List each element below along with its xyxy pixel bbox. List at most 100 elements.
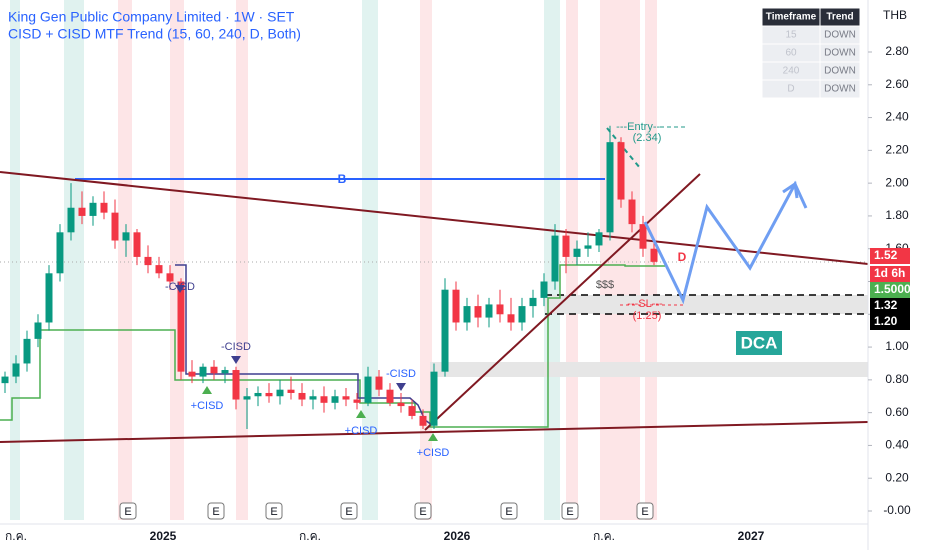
candle-body [144, 256, 152, 266]
candle-body [617, 142, 625, 200]
candle-body [78, 207, 86, 216]
price-tag [870, 266, 910, 282]
candle-body [452, 289, 460, 323]
candle-body [155, 265, 163, 274]
candle-body [320, 396, 328, 403]
x-tick-label: ก.ค. [5, 529, 27, 543]
candle-body [1, 376, 9, 384]
price-tag-label: 1.50000 [874, 282, 918, 296]
earnings-box [500, 502, 518, 520]
earnings-box [636, 502, 654, 520]
candle-body [188, 371, 196, 377]
candles [1, 125, 658, 430]
cisd-label: -CISD [165, 281, 195, 293]
trend-line [424, 173, 701, 431]
y-tick-label: 0.60 [885, 405, 909, 419]
cisd-label: -CISD [386, 368, 416, 380]
dca-box [736, 331, 782, 355]
candle-body [100, 202, 108, 213]
candle-body [397, 402, 405, 407]
earnings-box [414, 502, 432, 520]
currency: THB [883, 8, 907, 22]
price-tag-label: 1.52 [874, 248, 898, 262]
table-cell-text: D [787, 84, 794, 95]
candle-body [177, 281, 185, 372]
y-tick-label: -0.00 [883, 503, 911, 517]
candle-body [364, 376, 372, 403]
candle-body [45, 273, 53, 323]
candle-body [573, 248, 581, 257]
annotation: ---Entry--- [616, 121, 664, 133]
y-tick-label: 0.80 [885, 372, 909, 386]
candle-body [650, 248, 658, 262]
table-cell-text: 60 [785, 48, 797, 59]
candle-body [353, 399, 361, 403]
annotation: D [678, 250, 687, 264]
candle-body [89, 202, 97, 216]
candle-body [441, 289, 449, 372]
price-tag-label: 1d 6h [874, 266, 905, 280]
price-tag [870, 298, 910, 314]
candle-body [199, 366, 207, 377]
y-tick-label: 0.20 [885, 470, 909, 484]
y-tick-label: 2.80 [885, 44, 909, 58]
earnings-marker: E [270, 506, 277, 518]
cisd-label: -CISD [221, 341, 251, 353]
candle-body [56, 232, 64, 274]
table-cell-text: 15 [785, 30, 797, 41]
earnings-marker: E [505, 506, 512, 518]
y-tick-label: 2.40 [885, 110, 909, 124]
x-tick-label: ก.ค. [299, 529, 321, 543]
candle-body [210, 366, 218, 374]
earnings-marker: E [419, 506, 426, 518]
earnings-marker: E [345, 506, 352, 518]
earnings-marker: E [212, 506, 219, 518]
candle-body [287, 389, 295, 393]
candle-body [584, 245, 592, 249]
price-tag [870, 248, 910, 264]
candle-body [12, 363, 20, 377]
table-cell-text: DOWN [824, 30, 856, 41]
candle-body [34, 322, 42, 339]
price-tag [870, 282, 910, 298]
earnings-marker: E [124, 506, 131, 518]
earnings-box [340, 502, 358, 520]
candle-body [529, 297, 537, 307]
earnings-box [119, 502, 137, 520]
cisd-label: +CISD [191, 400, 224, 412]
candle-body [562, 235, 570, 257]
chart-subtitle: CISD + CISD MTF Trend (15, 60, 240, D, B… [8, 26, 301, 42]
candle-body [430, 371, 438, 426]
y-tick-label: 2.20 [885, 143, 909, 157]
cisd-markers [175, 285, 438, 441]
annotation: DCA [741, 333, 778, 352]
annotation: B [338, 172, 347, 186]
cisd-line [175, 264, 433, 426]
candle-body [551, 235, 559, 282]
y-tick-label: 2.00 [885, 175, 909, 189]
candle-body [595, 232, 603, 246]
candle-body [463, 306, 471, 323]
candle-body [518, 306, 526, 323]
candle-body [485, 304, 493, 318]
candle-body [276, 389, 284, 397]
y-tick-label: 0.40 [885, 438, 909, 452]
candle-body [419, 415, 427, 426]
earnings-marker: E [641, 506, 648, 518]
earnings-box [265, 502, 283, 520]
candle-body [639, 224, 647, 249]
cisd-label: +CISD [345, 425, 378, 437]
candle-body [408, 406, 416, 416]
annotation: (1.25) [633, 310, 662, 322]
trend-table: Timeframe Trend 15 DOWN 60 DOWN 240 DOWN D DOWN [761, 7, 861, 99]
annotation: $$$ [596, 279, 614, 291]
candle-body [606, 142, 614, 233]
candle-body [507, 314, 515, 323]
forecast-arrow [782, 181, 799, 199]
x-tick-label: ก.ค. [593, 529, 615, 543]
x-tick-label: 2026 [444, 529, 471, 543]
table-cell-text: DOWN [824, 48, 856, 59]
candle-body [474, 306, 482, 318]
